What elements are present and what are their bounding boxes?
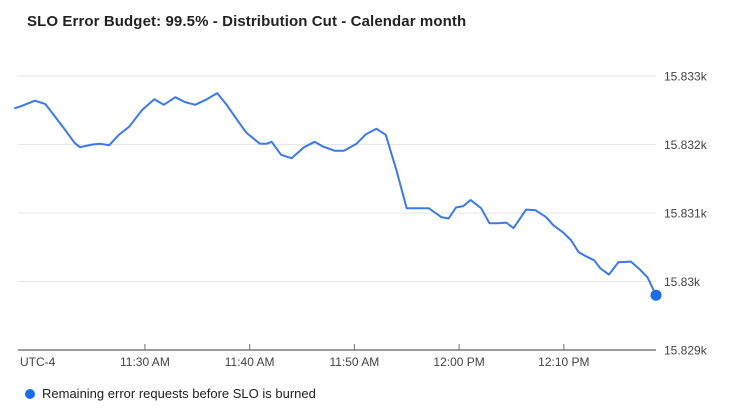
utc-offset-label: UTC-4 xyxy=(20,355,56,369)
legend-series-marker-icon xyxy=(25,388,35,399)
legend: Remaining error requests before SLO is b… xyxy=(25,386,316,401)
x-axis-tick-label: 11:40 AM xyxy=(225,355,275,369)
x-axis-tick-label: 12:00 PM xyxy=(433,355,484,369)
y-axis-tick-label: 15.831k xyxy=(664,207,708,221)
y-axis-tick-label: 15.829k xyxy=(664,344,708,358)
x-axis-tick-label: 11:30 AM xyxy=(120,355,170,369)
legend-series-label: Remaining error requests before SLO is b… xyxy=(42,386,316,401)
y-axis-tick-label: 15.83k xyxy=(664,275,701,289)
x-axis-tick-label: 12:10 PM xyxy=(538,355,589,369)
x-axis-tick-label: 11:50 AM xyxy=(329,355,379,369)
y-axis-tick-label: 15.832k xyxy=(664,138,708,152)
series-end-point-marker xyxy=(650,289,662,301)
y-axis-tick-label: 15.833k xyxy=(664,70,708,84)
chart-title: SLO Error Budget: 99.5% - Distribution C… xyxy=(27,13,467,30)
series-line xyxy=(14,92,657,297)
